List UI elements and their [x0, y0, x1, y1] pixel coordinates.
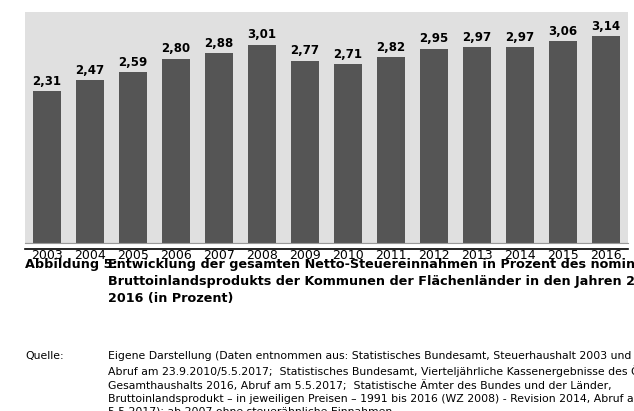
Text: 2,47: 2,47 [75, 64, 105, 77]
Text: 2,95: 2,95 [420, 32, 449, 45]
Text: Quelle:: Quelle: [25, 351, 64, 361]
Bar [162, 58, 190, 243]
Bar [291, 60, 319, 243]
Text: 2,59: 2,59 [119, 56, 148, 69]
Bar [506, 47, 534, 243]
Bar [463, 47, 491, 243]
Text: 2,77: 2,77 [290, 44, 320, 57]
Bar [377, 57, 405, 243]
Bar [592, 36, 620, 243]
Bar [119, 72, 147, 243]
Text: 2,71: 2,71 [333, 48, 363, 61]
Text: Eigene Darstellung (Daten entnommen aus: Statistisches Bundesamt, Steuerhaushalt: Eigene Darstellung (Daten entnommen aus:… [108, 351, 634, 411]
Bar [76, 80, 104, 243]
Text: 2,80: 2,80 [162, 42, 190, 55]
Bar [549, 42, 577, 243]
Bar [33, 91, 61, 243]
Bar [420, 48, 448, 243]
Bar [334, 65, 362, 243]
Text: 3,14: 3,14 [592, 20, 621, 33]
Text: 2,88: 2,88 [204, 37, 233, 50]
Text: 3,01: 3,01 [247, 28, 276, 42]
Bar [248, 45, 276, 243]
Text: 3,06: 3,06 [548, 25, 578, 38]
Text: Abbildung 5:: Abbildung 5: [25, 258, 118, 270]
Text: 2,31: 2,31 [32, 74, 61, 88]
Bar [205, 53, 233, 243]
Text: 2,97: 2,97 [463, 31, 491, 44]
Text: Entwicklung der gesamten Netto-Steuereinnahmen in Prozent des nominalen
Bruttoin: Entwicklung der gesamten Netto-Steuerein… [108, 258, 634, 305]
Text: 2,82: 2,82 [377, 41, 406, 54]
Text: 2,97: 2,97 [505, 31, 534, 44]
